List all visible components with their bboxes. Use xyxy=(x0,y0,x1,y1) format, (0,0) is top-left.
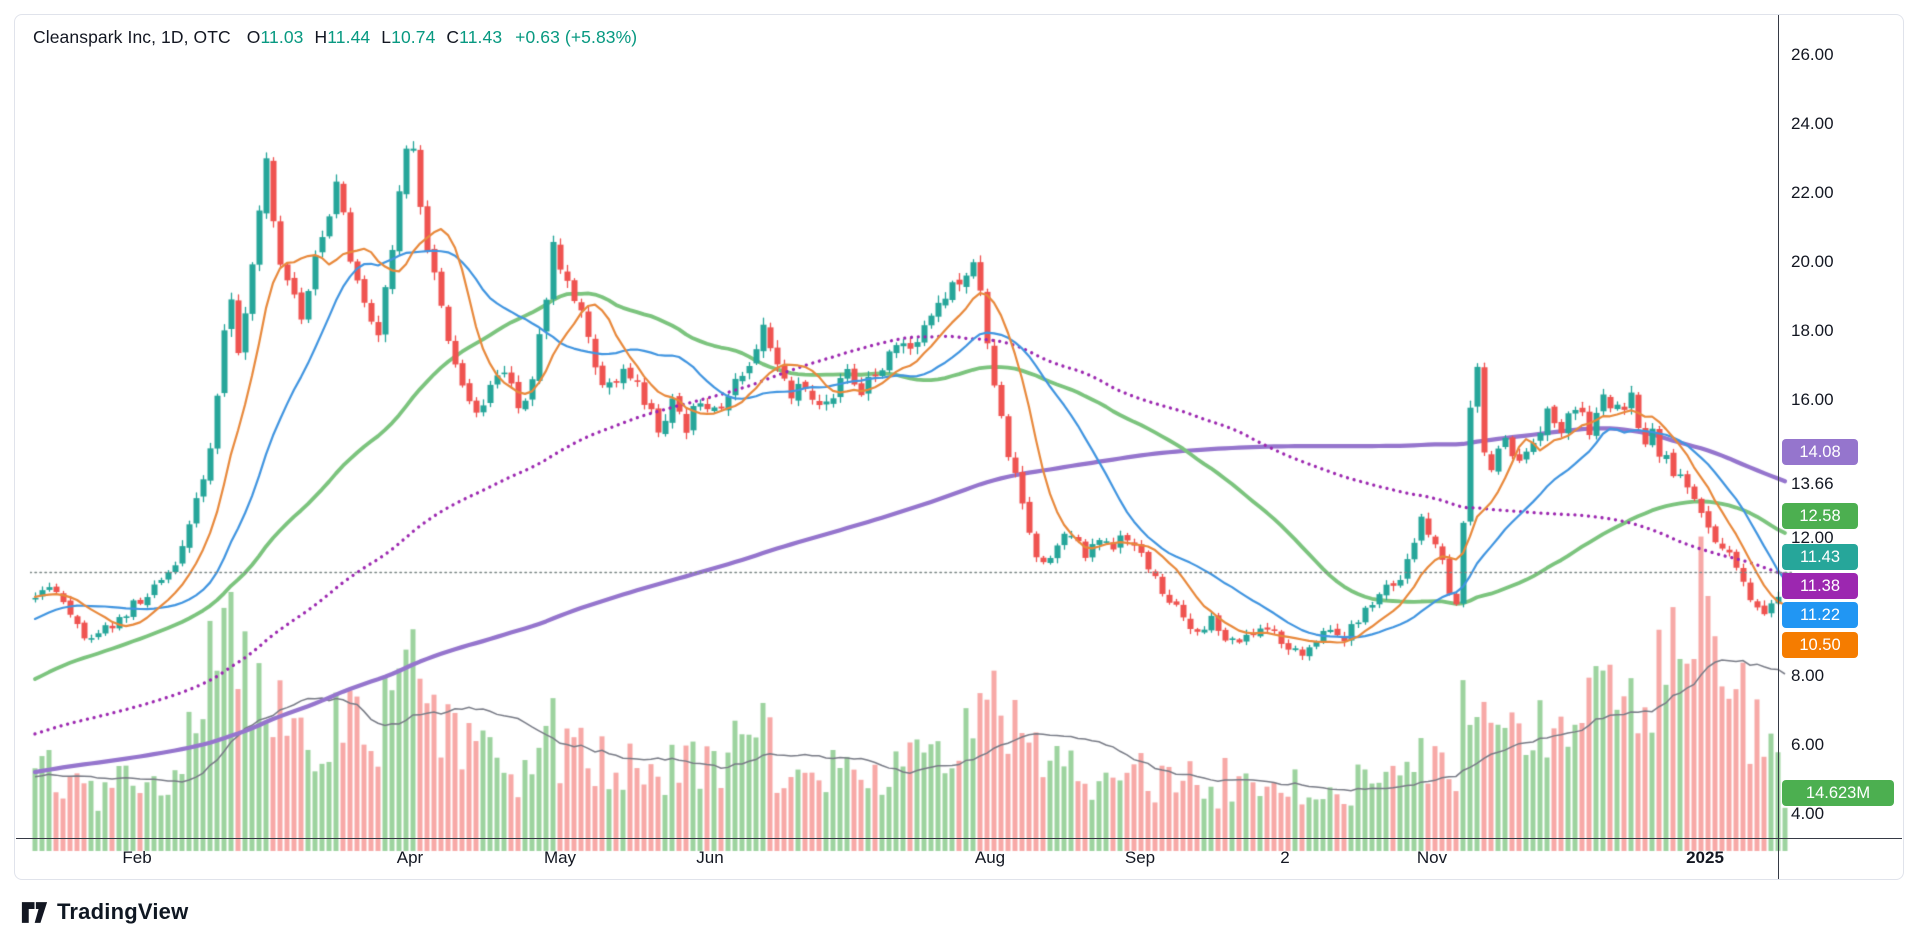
price-tick-label: 16.00 xyxy=(1791,390,1834,409)
time-tick-label: 2025 xyxy=(1686,848,1724,867)
price-tick-label: 24.00 xyxy=(1791,114,1834,133)
time-tick-label: Jun xyxy=(696,848,724,867)
sma50-value-badge: 12.58 xyxy=(1782,503,1858,529)
price-tick-label: 4.00 xyxy=(1791,804,1825,823)
price-axis[interactable]: 26.00 24.00 22.00 20.00 18.00 16.00 12.00 8.00 6… xyxy=(1778,14,1906,837)
price-tick-label: 6.00 xyxy=(1791,735,1825,754)
price-plain-label: 13.66 xyxy=(1791,474,1834,493)
time-tick-label: May xyxy=(543,848,577,867)
price-tick-label: 22.00 xyxy=(1791,183,1834,202)
price-axis-separator[interactable] xyxy=(1778,15,1779,879)
tradingview-logo-text: TradingView xyxy=(57,899,189,924)
time-tick-label: Sep xyxy=(1124,848,1156,867)
time-tick-label: Apr xyxy=(396,848,424,867)
time-tick-label: Aug xyxy=(974,848,1006,867)
sma200-value-badge: 14.08 xyxy=(1782,439,1858,465)
price-tick-label: 20.00 xyxy=(1791,252,1834,271)
price-tick-label: 26.00 xyxy=(1791,45,1834,64)
time-tick-label: Nov xyxy=(1416,848,1448,867)
sma21-value-badge: 11.22 xyxy=(1782,602,1858,628)
time-tick-label: 2 xyxy=(1280,848,1290,867)
sma9-value-badge: 10.50 xyxy=(1782,632,1858,658)
ohlc-low: L10.74 xyxy=(381,27,436,47)
price-change: +0.63 (+5.83%) xyxy=(515,27,638,47)
symbol-title[interactable]: Cleanspark Inc, 1D, OTC xyxy=(33,27,231,47)
tradingview-logo[interactable]: TradingView xyxy=(21,899,188,925)
symbol-legend: Cleanspark Inc, 1D, OTC O11.03 H11.44 L1… xyxy=(33,27,637,48)
price-tick-label: 18.00 xyxy=(1791,321,1834,340)
price-chart-canvas[interactable] xyxy=(15,15,1920,947)
tradingview-logo-icon xyxy=(21,901,48,923)
time-axis-separator[interactable] xyxy=(16,838,1902,839)
price-tick-label: 8.00 xyxy=(1791,666,1825,685)
ohlc-high: H11.44 xyxy=(314,27,371,47)
time-axis[interactable]: Feb Apr May Jun Aug Sep 2 Nov 2025 xyxy=(15,838,1777,878)
chart-card xyxy=(14,14,1920,947)
volume-value-badge: 14.623M xyxy=(1782,780,1894,806)
last-price-badge: 11.43 xyxy=(1782,544,1858,570)
ohlc-close: C11.43 xyxy=(446,27,503,47)
ohlc-open: O11.03 xyxy=(246,27,304,47)
time-tick-label: Feb xyxy=(122,848,152,867)
price-tick-label: 12.00 xyxy=(1791,528,1834,547)
sma100-value-badge: 11.38 xyxy=(1782,573,1858,599)
